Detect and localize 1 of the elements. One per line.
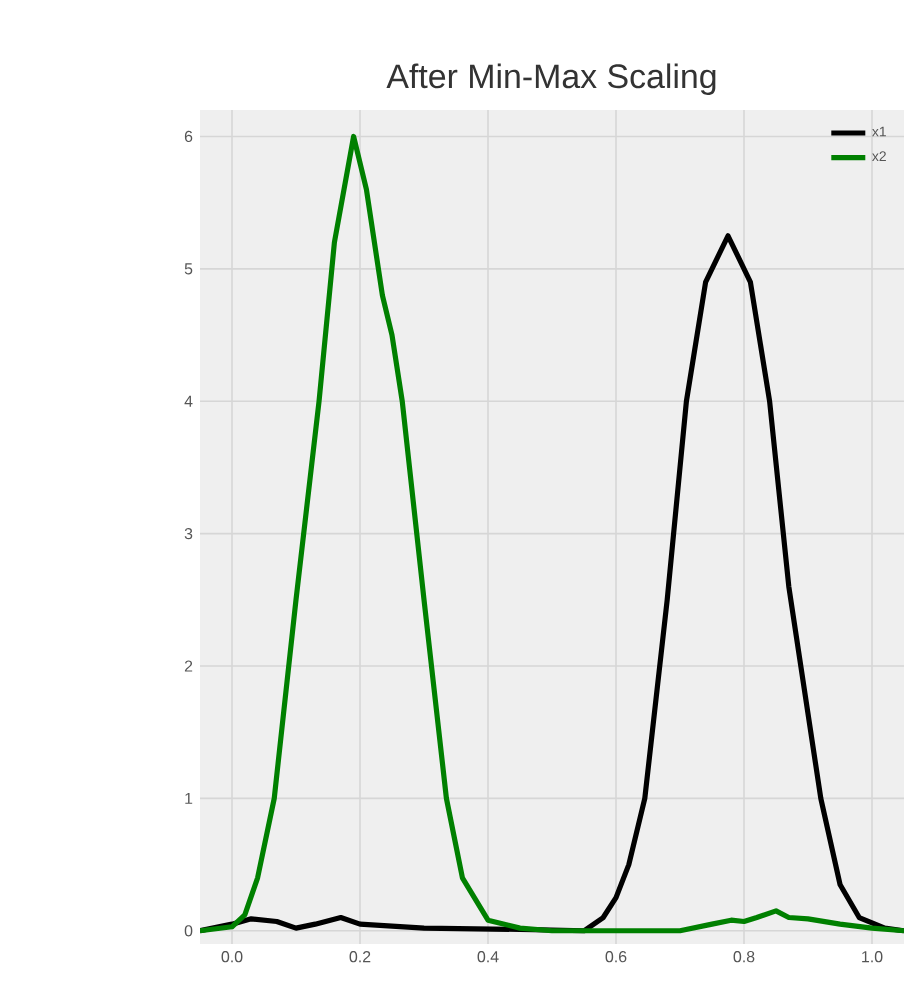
chart-title: After Min-Max Scaling [386, 63, 716, 95]
